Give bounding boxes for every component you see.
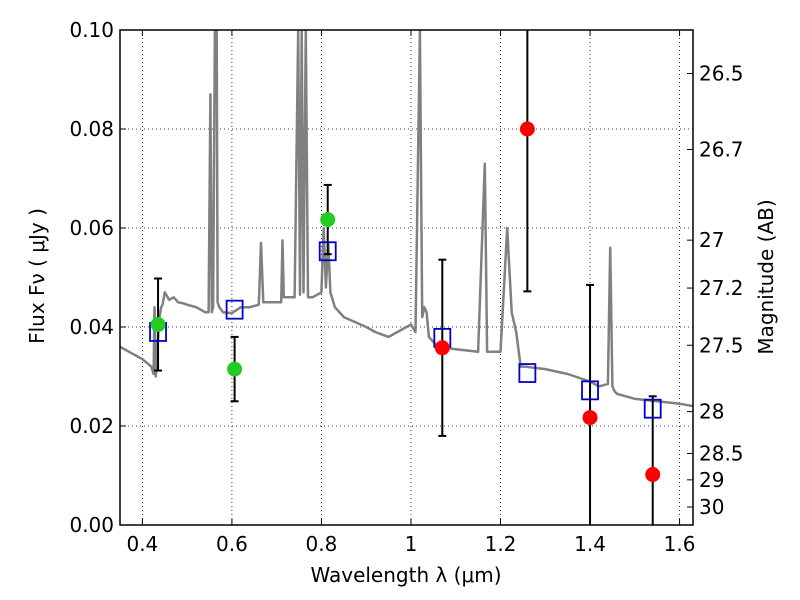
x-tick-label: 0.8 (306, 532, 338, 556)
model-bandpass-square (518, 363, 537, 383)
plot-frame (119, 29, 694, 526)
photometry-point (519, 121, 535, 137)
y-tick-label: 0.10 (69, 18, 114, 42)
photometry-point (320, 212, 336, 228)
grid-lines (120, 29, 693, 526)
right-axis-label: Magnitude (AB) (754, 199, 778, 354)
y2-tick-label: 28 (699, 400, 724, 424)
y2-tick-label: 27 (699, 228, 724, 252)
y2-tick-label: 29 (699, 468, 724, 492)
y2-tick-label: 27.5 (699, 333, 744, 357)
x-tick-label: 1 (405, 532, 418, 556)
photometry-point (434, 340, 450, 356)
error-bars (154, 30, 657, 525)
y2-tick-label: 26.7 (699, 137, 744, 161)
axis-ticks: 0.4 0.6 0.8 1 1.2 1.4 1.6 0.00 0.02 0.04 0.06 0.08 0… (69, 18, 743, 556)
y2-tick-label: 28.5 (699, 441, 744, 465)
photometry-point (227, 361, 243, 377)
model-spectrum-line (120, 30, 693, 408)
data-markers (149, 121, 662, 483)
y-tick-label: 0.02 (69, 414, 114, 438)
y-axis-label: Flux Fν ( μJy ) (25, 208, 49, 344)
model-bandpass-square (643, 398, 662, 419)
model-bandpass-square (225, 299, 244, 320)
model-bandpass-square (581, 380, 599, 401)
model-spectrum (120, 30, 693, 408)
y2-tick-label: 26.5 (699, 62, 744, 86)
photometry-point (582, 410, 598, 426)
y2-tick-label: 30 (699, 495, 724, 519)
x-tick-label: 1.4 (574, 532, 606, 556)
y-tick-label: 0.08 (69, 117, 114, 141)
x-tick-label: 1.6 (664, 532, 696, 556)
y-tick-label: 0.04 (69, 315, 114, 339)
y-tick-label: 0.06 (69, 216, 114, 240)
x-tick-label: 0.4 (126, 532, 158, 556)
model-bandpass-square (318, 241, 337, 262)
x-axis-label: Wavelength λ (μm) (310, 563, 501, 587)
photometry-point (645, 467, 661, 483)
y2-tick-label: 27.2 (699, 276, 744, 300)
x-tick-label: 1.2 (485, 532, 517, 556)
x-tick-label: 0.6 (216, 532, 248, 556)
photometry-point (150, 317, 166, 333)
y-tick-label: 0.00 (69, 513, 114, 537)
